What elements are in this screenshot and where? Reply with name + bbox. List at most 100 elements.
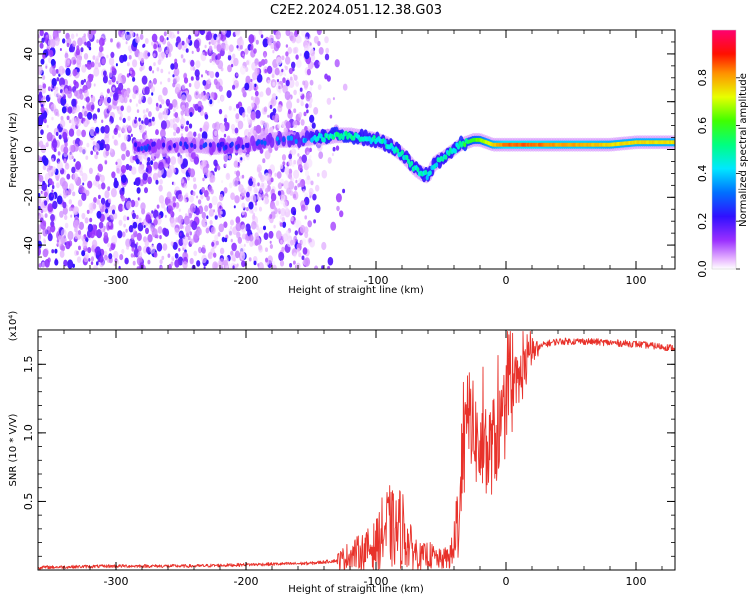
spectrogram-x-tick-label: -200 (234, 274, 259, 287)
spectrogram-x-label: Height of straight line (km) (288, 285, 424, 296)
spectrogram-noise-cell (155, 105, 160, 112)
spectrogram-y-tick-label: 0 (22, 146, 35, 153)
spectrogram-noise-cell (196, 260, 201, 267)
spectrogram-noise-cell (158, 52, 165, 62)
spectrogram-ridge-outer (269, 137, 275, 148)
spectrogram-noise-cell (242, 53, 245, 57)
spectrogram-noise-cell (202, 124, 209, 134)
spectrogram-noise-cell (119, 254, 124, 261)
spectrogram-noise-cell (161, 202, 166, 209)
spectrogram-noise-cell (137, 197, 140, 201)
spectrogram-noise-cell (277, 190, 282, 196)
spectrogram-noise-cell (110, 38, 113, 43)
spectrogram-noise-cell (263, 53, 267, 58)
spectrogram-noise-cell (293, 260, 296, 265)
spectrogram-noise-cell (107, 242, 111, 248)
spectrogram-noise-cell (64, 52, 69, 59)
snr-panel: -300 -200 -100 0 100 0.5 1.0 1.5 Height of stra… (8, 311, 676, 595)
spectrogram-noise-cell (56, 93, 60, 99)
spectrogram-noise-cell (121, 249, 125, 254)
spectrogram-noise-cell (324, 73, 328, 80)
spectrogram-noise-cell (138, 217, 142, 223)
spectrogram-ridge-core (435, 162, 439, 168)
spectrogram-noise-cell (315, 184, 320, 192)
spectrogram-noise-cell (295, 179, 298, 184)
spectrogram-noise-cell (94, 154, 97, 159)
spectrogram-noise-cell (175, 217, 179, 223)
spectrogram-ridge-core (137, 146, 141, 152)
spectrogram-noise-cell (110, 242, 116, 251)
spectrogram-noise-cell (244, 82, 250, 91)
spectrogram-noise-cell (75, 161, 81, 170)
spectrogram-y-tick-label: 20 (22, 95, 35, 109)
spectrogram-noise-cell (197, 106, 202, 113)
spectrogram-noise-cell (316, 30, 322, 36)
spectrogram-noise-cell (165, 49, 169, 55)
spectrogram-noise-cell (177, 45, 180, 49)
spectrogram-noise-cell (42, 53, 46, 59)
spectrogram-ridge-core (230, 141, 234, 147)
spectrogram-noise-cell (132, 221, 138, 229)
spectrogram-noise-cell (107, 104, 112, 112)
spectrogram-noise-cell (156, 204, 160, 209)
spectrogram-noise-cell (150, 213, 154, 218)
spectrogram-noise-cell (103, 229, 106, 233)
spectrogram-noise-cell (329, 114, 333, 119)
spectrogram-noise-cell (145, 168, 149, 173)
spectrogram-noise-cell (111, 75, 116, 83)
spectrogram-noise-cell (190, 76, 194, 81)
spectrogram-noise-cell (240, 65, 246, 75)
spectrogram-noise-cell (209, 220, 213, 225)
spectrogram-noise-cell (48, 49, 54, 58)
spectrogram-noise-cell (263, 195, 269, 205)
snr-background (38, 330, 675, 570)
spectrogram-noise-cell (169, 31, 175, 39)
spectrogram-noise-cell (282, 77, 286, 84)
spectrogram-noise-cell (153, 62, 156, 67)
spectrogram-noise-cell (302, 247, 308, 255)
spectrogram-ridge-core (168, 145, 172, 151)
spectrogram-noise-cell (304, 170, 310, 177)
spectrogram-noise-cell (228, 155, 232, 160)
spectrogram-noise-cell (160, 266, 163, 269)
spectrogram-noise-cell (160, 120, 167, 130)
spectrogram-noise-cell (308, 102, 313, 109)
spectrogram-noise-cell (136, 109, 140, 113)
spectrogram-noise-cell (89, 217, 93, 223)
spectrogram-noise-cell (309, 241, 313, 247)
spectrogram-noise-cell (83, 117, 86, 122)
colorbar-tick-label: 0.2 (696, 212, 709, 230)
spectrogram-noise-cell (293, 89, 297, 96)
spectrogram-noise-cell (223, 133, 227, 138)
spectrogram-noise-cell (86, 142, 90, 148)
spectrogram-ridge-core (133, 142, 138, 148)
spectrogram-noise-cell (256, 85, 259, 90)
spectrogram-noise-cell (238, 243, 245, 253)
spectrogram-noise-cell (143, 125, 146, 129)
spectrogram-ridge-core (218, 146, 222, 152)
spectrogram-noise-cell (121, 153, 126, 161)
spectrogram-noise-cell (280, 239, 283, 244)
spectrogram-noise-cell (76, 256, 82, 264)
spectrogram-noise-cell (230, 225, 233, 230)
spectrogram-noise-cell (123, 90, 130, 99)
spectrogram-noise-cell (70, 33, 75, 40)
spectrogram-noise-cell (97, 258, 101, 263)
spectrogram-noise-cell (297, 121, 300, 126)
spectrogram-noise-cell (51, 78, 57, 87)
spectrogram-noise-cell (173, 181, 176, 186)
spectrogram-noise-cell (68, 152, 74, 161)
spectrogram-noise-cell (298, 164, 303, 172)
spectrogram-ridge-core (424, 169, 428, 176)
spectrogram-noise-cell (196, 229, 201, 237)
spectrogram-ridge-core (204, 142, 208, 148)
spectrogram-noise-cell (189, 257, 194, 265)
spectrogram-noise-cell (93, 118, 97, 124)
spectrogram-noise-cell (223, 187, 228, 194)
spectrogram-noise-cell (238, 184, 244, 193)
spectrogram-noise-cell (68, 119, 72, 124)
spectrogram-noise-cell (151, 116, 155, 122)
spectrogram-noise-cell (87, 247, 92, 254)
spectrogram-noise-cell (313, 219, 316, 224)
spectrogram-noise-cell (47, 203, 54, 213)
